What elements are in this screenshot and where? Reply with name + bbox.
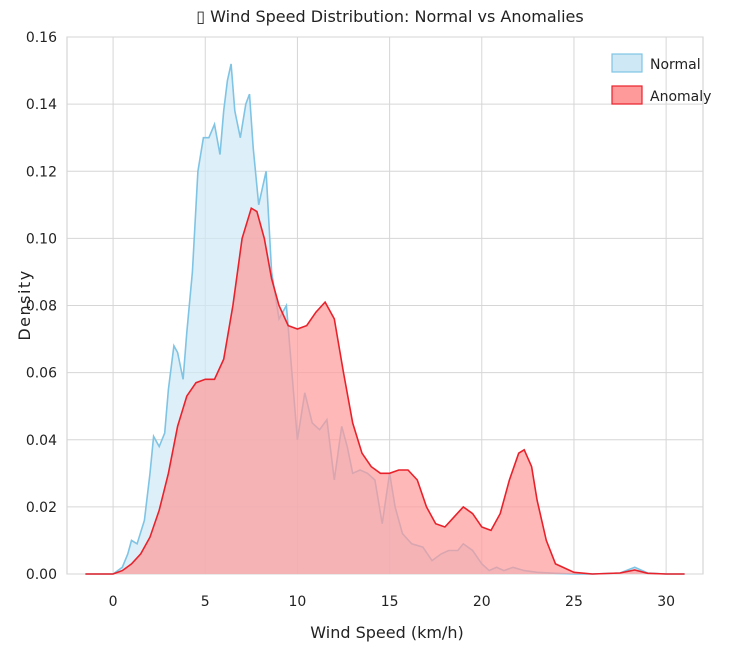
y-tick-label: 0.10 [26, 231, 57, 247]
x-axis-title: Wind Speed (km/h) [310, 623, 463, 642]
y-tick-label: 0.04 [26, 433, 57, 449]
x-tick-label: 30 [657, 594, 675, 610]
y-tick-label: 0.08 [26, 299, 57, 315]
y-tick-label: 0.06 [26, 366, 57, 382]
x-tick-label: 10 [289, 594, 307, 610]
y-tick-label: 0.12 [26, 164, 57, 180]
chart-title: ▯ Wind Speed Distribution: Normal vs Ano… [196, 7, 583, 26]
x-tick-label: 20 [473, 594, 491, 610]
y-tick-label: 0.00 [26, 567, 57, 583]
x-axis-ticks: 0 5 10 15 20 25 30 [109, 594, 675, 610]
legend-swatch-anomaly [611, 85, 643, 105]
y-axis-title: Density [15, 269, 34, 340]
legend-swatch-normal [611, 53, 643, 73]
legend: Normal Anomaly [611, 53, 711, 105]
x-tick-label: 5 [201, 594, 210, 610]
series-area-anomaly [85, 208, 685, 574]
y-tick-label: 0.16 [26, 30, 57, 46]
legend-label-normal: Normal [650, 57, 701, 73]
x-tick-label: 15 [381, 594, 399, 610]
y-tick-label: 0.02 [26, 500, 57, 516]
series-layer [85, 63, 685, 575]
x-tick-label: 0 [109, 594, 118, 610]
x-tick-label: 25 [565, 594, 583, 610]
series-line-anomaly [85, 206, 685, 575]
y-axis-ticks: 0.00 0.02 0.04 0.06 0.08 0.10 0.12 0.14 0.16 [26, 30, 57, 583]
y-tick-label: 0.14 [26, 97, 57, 113]
legend-label-anomaly: Anomaly [650, 89, 711, 105]
